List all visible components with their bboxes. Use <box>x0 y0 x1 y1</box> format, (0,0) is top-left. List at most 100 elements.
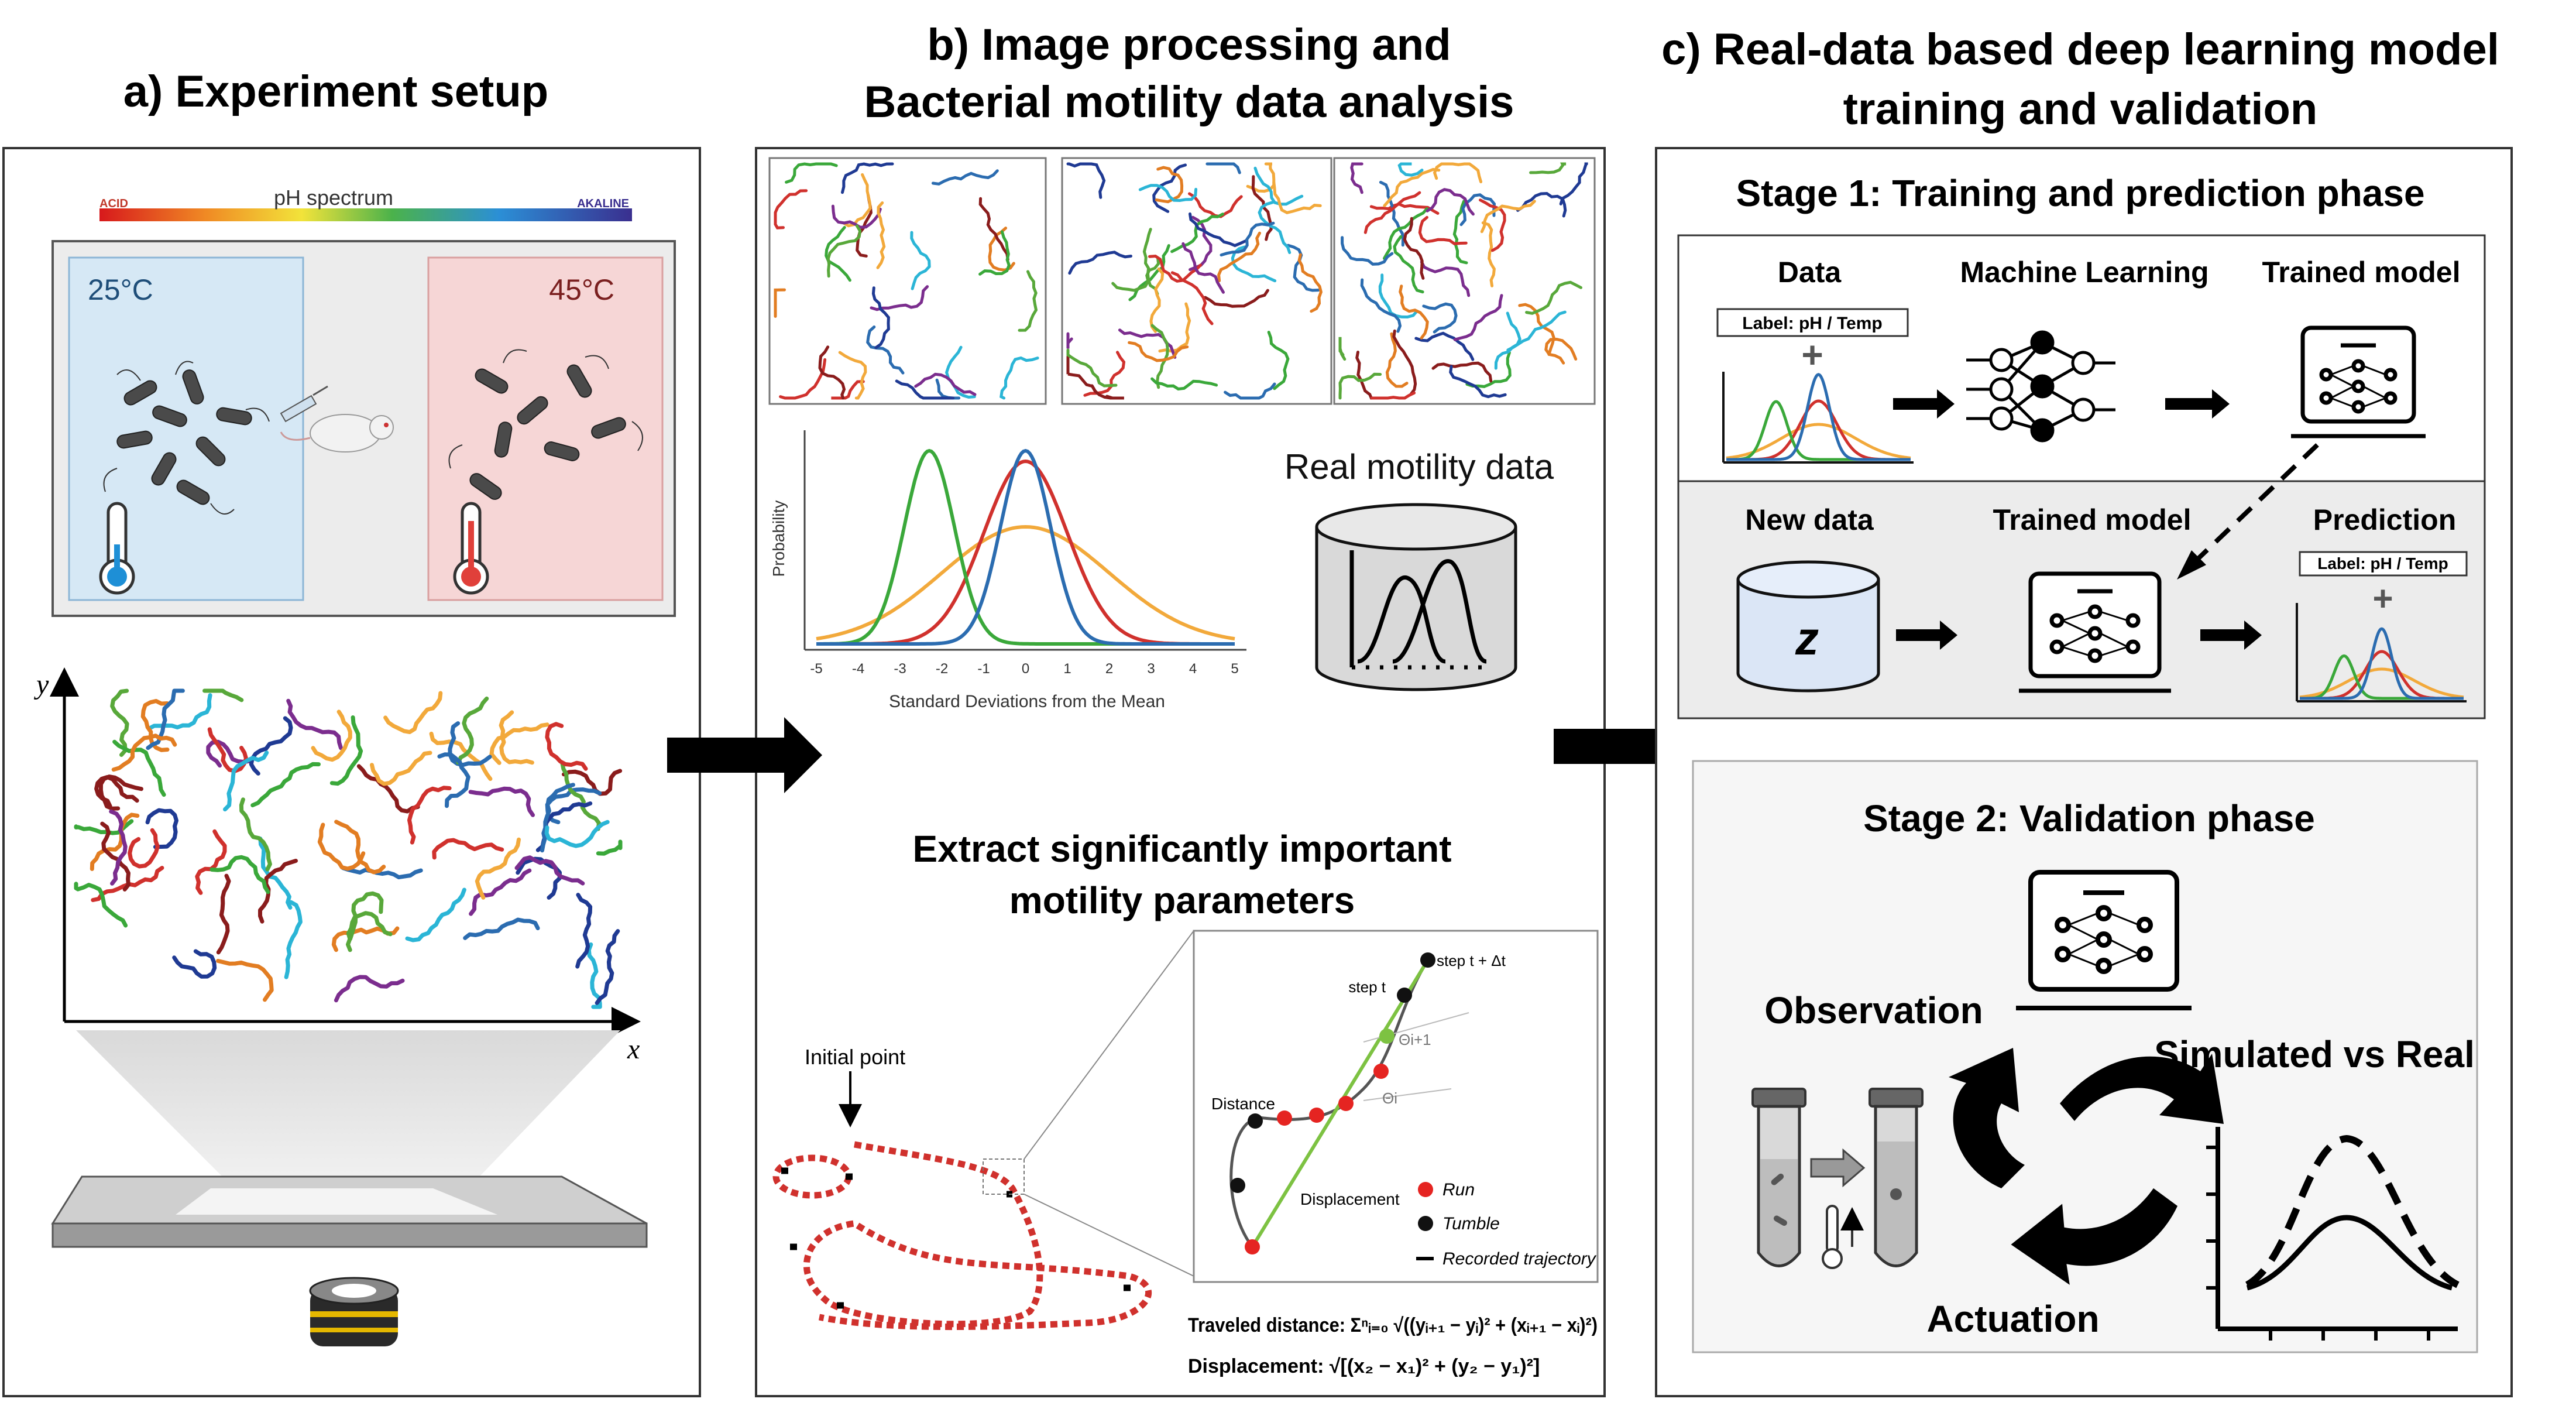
trajectory-path <box>216 873 231 955</box>
trajectory-path <box>1449 365 1507 399</box>
cycle-arrows-icon <box>1949 1048 2224 1285</box>
std-axis-label: Standard Deviations from the Mean <box>889 692 1165 711</box>
trajectory-path <box>774 288 786 318</box>
trajectory-path <box>545 722 588 771</box>
bacteria-cluster-cold <box>103 361 270 515</box>
trajectory-path <box>223 750 269 812</box>
trajectory-path <box>818 345 846 400</box>
laptop-model-icon-3 <box>2016 870 2192 1010</box>
trajectory-path <box>1369 202 1440 215</box>
trajectory-path <box>1392 329 1417 396</box>
trajectory-path <box>895 379 955 400</box>
trajectory-path <box>128 828 160 869</box>
trajectory-path <box>785 162 838 184</box>
trained-model-label-2: Trained model <box>1993 503 2192 536</box>
trajectory-path <box>94 775 139 808</box>
zoom-inset <box>1193 930 1599 1283</box>
trajectory-path <box>575 893 593 969</box>
label-box-text: Label: pH / Temp <box>1742 314 1882 333</box>
light-beam <box>76 1030 620 1188</box>
trajectory-path <box>334 975 405 1003</box>
trajectory-path <box>1426 188 1475 216</box>
trajectory-path <box>914 372 977 396</box>
syringe-icon <box>280 385 328 423</box>
microscope-slide <box>51 1175 648 1248</box>
trajectories-1 <box>774 162 1039 400</box>
distance-label: Distance <box>1211 1095 1275 1113</box>
trajectory-path <box>1220 221 1275 257</box>
trajectory-path <box>1433 162 1483 184</box>
legend-run-marker <box>1418 1182 1433 1197</box>
trajectory-path <box>437 752 470 808</box>
trajectory-path <box>239 797 272 872</box>
trajectory-path <box>1418 215 1468 245</box>
trajectory-path <box>1066 348 1118 388</box>
trajectory-frame-3 <box>1333 157 1596 405</box>
trajectory-path <box>1189 212 1248 248</box>
trajectory-path <box>112 739 166 797</box>
distribution-curve <box>1726 423 1911 460</box>
distribution-chart: Probability -5 -4 -3 -2 -1 0 1 2 3 4 5 Standard De… <box>770 430 1246 711</box>
stage1-title: Stage 1: Training and prediction phase <box>1736 172 2424 214</box>
trajectory-path <box>195 829 227 895</box>
trajectory-path <box>1128 341 1189 362</box>
prediction-label: Prediction <box>2313 503 2456 536</box>
mini-distribution-chart <box>1722 372 1914 464</box>
trajectory-path <box>209 855 270 894</box>
trajectory-path <box>489 722 549 765</box>
trajectory-path <box>1251 175 1273 241</box>
theta-i-label: Θi <box>1382 1089 1397 1107</box>
trajectory-path <box>348 891 384 941</box>
laptop-model-icon-2 <box>2019 571 2171 693</box>
trajectories-3 <box>1338 162 1588 400</box>
tick-label: 3 <box>1147 661 1155 677</box>
distribution-curve <box>816 525 1235 641</box>
traveled-distance-formula: Traveled distance: Σⁿᵢ₌₀ √((yᵢ₊₁ − yᵢ)² … <box>1188 1314 1598 1336</box>
legend-tumble-label: Tumble <box>1442 1214 1500 1233</box>
probability-label: Probability <box>770 501 788 577</box>
trajectory-path <box>100 821 130 892</box>
trajectory-path <box>1297 253 1323 313</box>
trajectories-2 <box>1066 162 1323 400</box>
tick-label: 4 <box>1189 661 1197 677</box>
test-tube-1-icon <box>1751 1088 1806 1267</box>
trajectory-path <box>1399 284 1429 340</box>
trajectory-path <box>1111 256 1160 292</box>
legend-recorded-label: Recorded trajectory <box>1442 1249 1597 1269</box>
initial-point-label: Initial point <box>805 1045 905 1069</box>
trajectory-path <box>1224 382 1276 400</box>
tick-label: 2 <box>1105 661 1113 677</box>
observation-label: Observation <box>1764 989 1983 1031</box>
trajectory-path <box>74 882 128 928</box>
trajectory-path <box>1379 180 1405 247</box>
trajectory-path <box>1360 278 1402 333</box>
simulated-vs-real-chart <box>2206 1127 2460 1341</box>
tick-label: -2 <box>936 661 948 677</box>
step-t-dt-label: step t + Δt <box>1437 952 1506 969</box>
trajectory-path <box>838 351 867 400</box>
trajectory-path <box>825 226 851 282</box>
trajectory-path <box>1138 184 1198 203</box>
trajectory-path <box>596 839 623 856</box>
trajectory-path <box>284 900 303 979</box>
trajectory-path <box>140 699 170 752</box>
trajectory-path <box>456 696 489 765</box>
legend-tumble-marker <box>1418 1216 1433 1231</box>
real-motility-label: Real motility data <box>1284 447 1554 486</box>
trajectory-path <box>448 721 492 767</box>
arrow-b-to-c <box>1554 708 1712 784</box>
trajectory-path <box>1338 372 1382 400</box>
label-box-2 <box>2299 551 2468 577</box>
label-box <box>1716 308 1909 337</box>
trajectory-path <box>1385 332 1409 388</box>
trajectory-path <box>1465 351 1512 388</box>
prediction-chart <box>2296 603 2467 702</box>
thermometer-cold-icon <box>99 502 135 595</box>
trajectory-path <box>514 855 585 886</box>
trajectory-path <box>110 688 129 757</box>
plus-icon: + <box>1801 334 1823 376</box>
tick-label: -4 <box>852 661 864 677</box>
panel-c-title-line1: c) Real-data based deep learning model <box>1661 25 2499 74</box>
trajectory-path <box>432 838 504 860</box>
theta-i1-label: Θi+1 <box>1399 1031 1431 1048</box>
